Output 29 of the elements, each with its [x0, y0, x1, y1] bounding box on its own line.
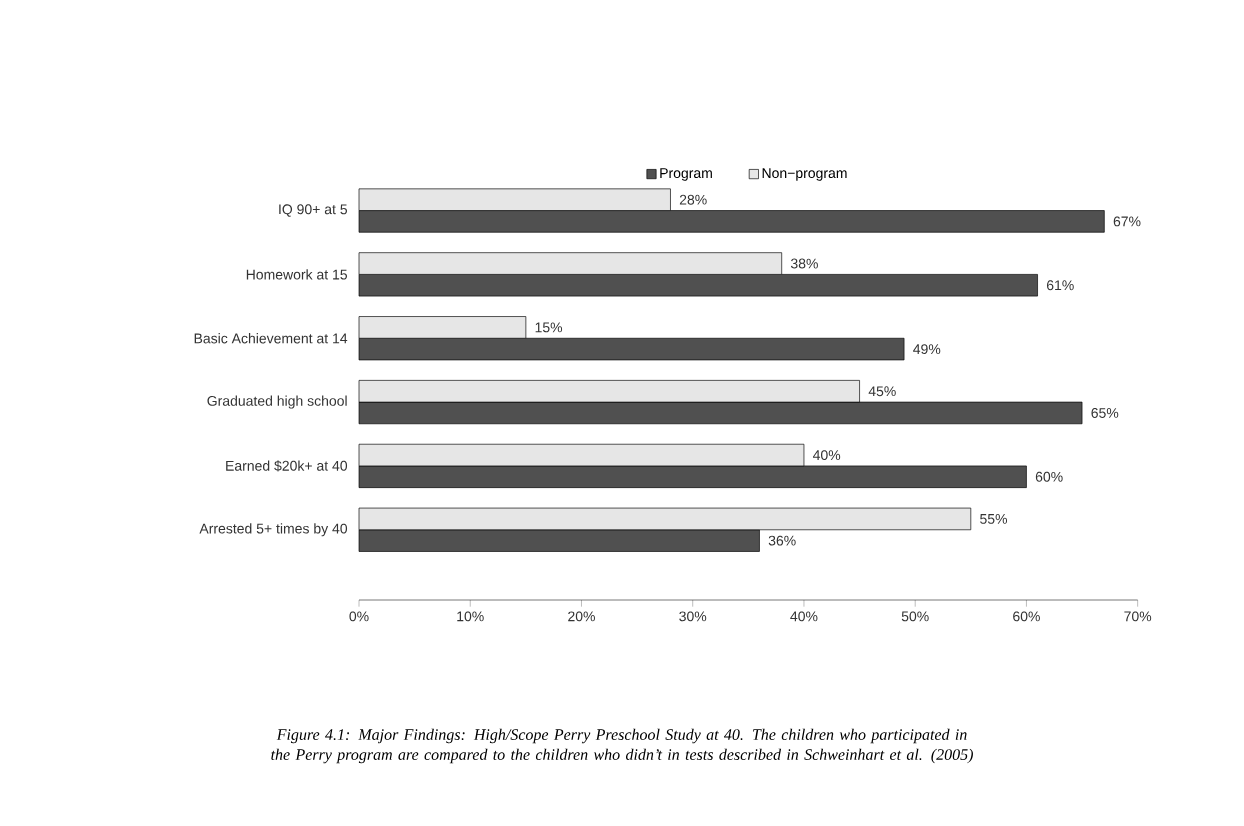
x-tick-label: 50% — [901, 611, 929, 622]
data-label: 36% — [768, 535, 796, 546]
data-label: 60% — [1035, 471, 1063, 482]
y-tick-label: Graduated high school — [207, 395, 347, 409]
data-label: 65% — [1091, 407, 1119, 418]
y-tick-label: Basic Achievement at 14 — [194, 333, 348, 344]
x-tick-label: 70% — [1124, 611, 1152, 622]
data-label: 28% — [679, 194, 707, 205]
x-tick-label: 30% — [679, 611, 707, 622]
x-tick-label: 60% — [1013, 611, 1040, 622]
data-label: 61% — [1046, 280, 1074, 291]
data-label: 45% — [868, 386, 896, 397]
y-tick-label: IQ 90+ at 5 — [279, 204, 348, 217]
data-label: 15% — [535, 322, 563, 333]
x-tick-label: 40% — [790, 611, 818, 622]
text: Figure 4.1: Major Findings: High/Scope Perry Preschool Study at 40. The children who participated in the Perry program are compared to the children who didn’t in tests described in Schweinhart et al. (2005) — [271, 728, 973, 764]
x-tick-label: 10% — [457, 611, 484, 622]
data-label: 49% — [913, 344, 941, 355]
data-label: 40% — [812, 450, 841, 461]
y-tick-label: Arrested 5+ times by 40 — [199, 523, 348, 537]
data-label: 38% — [790, 258, 818, 269]
y-tick-label: Earned $20k+ at 40 — [226, 460, 348, 472]
x-tick-label: 0% — [349, 611, 369, 622]
legend-label: Non−program — [762, 168, 847, 181]
data-label: 67% — [1113, 216, 1141, 227]
legend-label: Program — [660, 168, 712, 181]
x-tick-label: 20% — [568, 611, 595, 622]
data-label: 55% — [980, 514, 1008, 524]
y-tick-label: Homework at 15 — [246, 269, 348, 280]
